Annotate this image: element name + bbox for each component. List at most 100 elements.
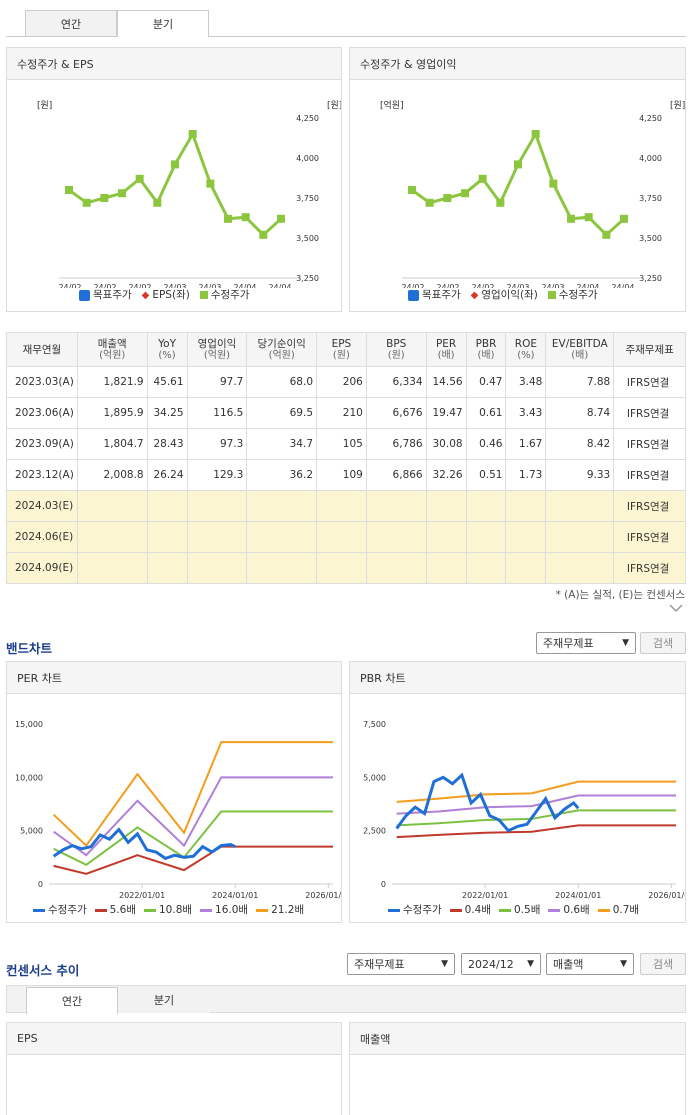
table-cell: 68.0 bbox=[246, 366, 318, 398]
table-cell bbox=[505, 552, 547, 584]
table-cell bbox=[365, 521, 427, 553]
consensus-statement-select[interactable]: 주재무제표 ▼ bbox=[347, 953, 455, 975]
table-cell: IFRS연결 bbox=[613, 397, 686, 429]
tab-annual[interactable]: 연간 bbox=[26, 987, 118, 1014]
legend-swatch bbox=[449, 908, 462, 912]
price-point bbox=[171, 160, 179, 169]
table-cell bbox=[186, 490, 248, 522]
table-cell: 6,334 bbox=[365, 366, 427, 398]
tab-quarter[interactable]: 분기 bbox=[118, 987, 210, 1013]
price-point bbox=[65, 186, 73, 194]
price-point bbox=[496, 198, 505, 207]
tab-annual[interactable]: 연간 bbox=[25, 10, 117, 36]
table-cell: 14.56 bbox=[425, 366, 467, 398]
select-value: 매출액 bbox=[553, 958, 584, 971]
legend-item: 16.0배 bbox=[200, 902, 248, 917]
table-cell: 2023.03(A) bbox=[6, 366, 78, 398]
table-header: PER (배) bbox=[425, 332, 467, 367]
y-tick-label: 15,000 bbox=[15, 720, 43, 729]
header-label: 재무연월 bbox=[22, 343, 62, 356]
table-cell: 34.7 bbox=[246, 428, 318, 460]
legend-price: 수정주가 bbox=[199, 287, 249, 302]
table-cell: IFRS연결 bbox=[613, 366, 686, 398]
consensus-sales-panel: 매출액 bbox=[349, 1022, 686, 1115]
table-cell: 97.7 bbox=[186, 366, 248, 398]
table-cell: 28.43 bbox=[146, 428, 188, 460]
table-cell bbox=[186, 521, 248, 553]
legend-price: 수정주가 bbox=[547, 287, 597, 302]
chevron-down-icon[interactable] bbox=[669, 600, 683, 614]
table-cell bbox=[76, 490, 148, 522]
y-tick-label: 2,500 bbox=[363, 827, 386, 836]
table-cell: 116.5 bbox=[186, 397, 248, 429]
price-point bbox=[118, 189, 126, 198]
table-cell bbox=[146, 521, 188, 553]
table-cell bbox=[76, 521, 148, 553]
x-tick-label: 2024/01/01 bbox=[212, 891, 258, 900]
table-cell: 6,676 bbox=[365, 397, 427, 429]
x-tick-label: 2022/01/01 bbox=[462, 891, 508, 900]
x-tick-label: 24/02 bbox=[128, 283, 151, 288]
table-cell bbox=[505, 490, 547, 522]
table-cell: 0.51 bbox=[465, 459, 507, 491]
band-chart-title: 밴드차트 bbox=[6, 641, 53, 656]
series-line bbox=[396, 794, 676, 815]
table-cell bbox=[465, 490, 507, 522]
header-label: 매출액 bbox=[97, 337, 127, 350]
table-row: 2024.06(E) IFRS연결 bbox=[6, 521, 686, 553]
table-cell: 8.74 bbox=[545, 397, 615, 429]
header-unit: (배) bbox=[571, 349, 589, 361]
table-row: 2023.09(A) 1,804.7 28.43 97.3 34.7 105 6,786 30… bbox=[6, 428, 686, 460]
eps-chart-panel: 수정주가 & EPS [원] [원] 4,250 4,000 3,750 3,500 3,2… bbox=[6, 47, 342, 312]
series-line bbox=[396, 780, 676, 803]
series-line bbox=[52, 827, 236, 861]
band-select[interactable]: 주재무제표 ▼ bbox=[536, 632, 636, 654]
legend-label: 0.4배 bbox=[464, 904, 491, 916]
table-header: YoY (%) bbox=[146, 332, 188, 367]
table-cell bbox=[76, 552, 148, 584]
header-label: 당기순이익 bbox=[257, 337, 306, 350]
table-cell: 0.47 bbox=[465, 366, 507, 398]
header-unit: (원) bbox=[387, 349, 405, 361]
table-cell: 2024.06(E) bbox=[6, 521, 78, 553]
band-search-button[interactable]: 검색 bbox=[640, 632, 686, 654]
table-cell bbox=[246, 521, 318, 553]
x-tick-label: 2026/01/01 bbox=[648, 891, 685, 900]
consensus-eps-title: EPS bbox=[7, 1023, 341, 1055]
table-cell: 1,895.9 bbox=[76, 397, 148, 429]
eps-chart: [원] [원] 4,250 4,000 3,750 3,500 3,250 24/02 24/0… bbox=[37, 100, 341, 288]
series-line bbox=[53, 776, 333, 857]
legend-target: 목표주가 bbox=[79, 287, 132, 302]
header-unit: (억원) bbox=[268, 349, 295, 361]
series-line bbox=[395, 772, 580, 833]
x-tick-label: 24/03 bbox=[198, 283, 221, 288]
header-unit: (배) bbox=[477, 349, 495, 361]
x-tick-label: 2024/01/01 bbox=[555, 891, 601, 900]
consensus-search-button[interactable]: 검색 bbox=[640, 953, 686, 975]
legend-label: 16.0배 bbox=[215, 904, 249, 916]
tab-quarter[interactable]: 분기 bbox=[117, 10, 209, 37]
y-tick-label: 0 bbox=[381, 880, 386, 889]
eps-chart-title: 수정주가 & EPS bbox=[7, 48, 341, 80]
header-unit: (억원) bbox=[99, 349, 126, 361]
consensus-period-select[interactable]: 2024/12 ▼ bbox=[461, 953, 541, 975]
table-cell: 36.2 bbox=[246, 459, 318, 491]
price-point bbox=[514, 160, 522, 169]
table-cell: 34.25 bbox=[146, 397, 188, 429]
table-cell: IFRS연결 bbox=[613, 521, 686, 553]
table-cell bbox=[146, 552, 188, 584]
price-point bbox=[531, 130, 540, 138]
financial-table: 재무연월 매출액 (억원) YoY (%) 영업이익 (억원) 당기순이익 (억원) EPS (원)… bbox=[6, 332, 686, 584]
price-point bbox=[153, 198, 162, 207]
select-value: 2024/12 bbox=[468, 957, 514, 971]
price-point bbox=[277, 214, 285, 223]
consensus-tabs: 연간 분기 bbox=[6, 985, 686, 1014]
table-header: 당기순이익 (억원) bbox=[246, 332, 318, 367]
table-note: * (A)는 실적, (E)는 컨센서스 bbox=[555, 589, 685, 601]
table-header: 재무연월 bbox=[6, 332, 78, 367]
legend-label: 0.6배 bbox=[563, 904, 590, 916]
table-cell: 2024.09(E) bbox=[6, 552, 78, 584]
consensus-item-select[interactable]: 매출액 ▼ bbox=[546, 953, 634, 975]
x-tick-label: 24/04 bbox=[576, 283, 599, 288]
table-cell bbox=[425, 490, 467, 522]
